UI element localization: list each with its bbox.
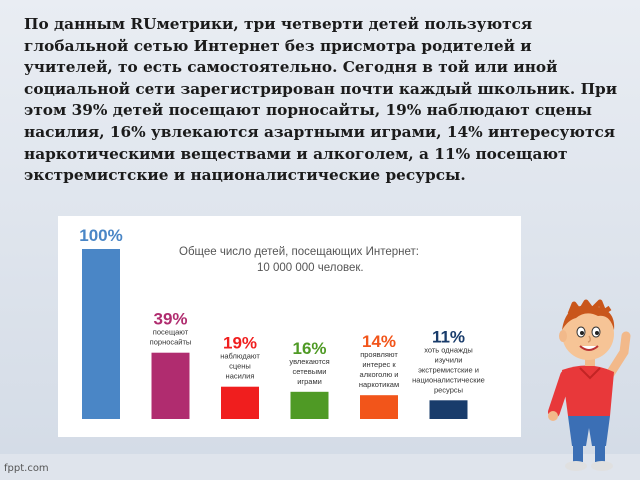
chart-title-line1: Общее число детей, посещающих Интернет: (179, 246, 419, 258)
bar-description-line: наблюдают (220, 352, 260, 361)
bar-description-line: сетевыми (293, 367, 327, 376)
bar-description-line: экстремистские и (418, 365, 479, 374)
bar-11pct (429, 400, 468, 419)
footer-bar (0, 454, 640, 480)
bar-value-label: 100% (79, 226, 122, 245)
bar-description-line: увлекаются (289, 357, 329, 366)
bar-description-line: ресурсы (434, 385, 463, 394)
bar-description-line: играми (297, 377, 322, 386)
chart-svg: Общее число детей, посещающих Интернет: … (79, 226, 485, 419)
bar-14pct (360, 395, 398, 419)
bar-description-line: сцены (229, 362, 251, 371)
bar-description-line: националистические (412, 375, 485, 384)
bar-value-label: 16% (292, 339, 326, 358)
bar-description-line: наркотикам (359, 380, 399, 389)
bar-description-line: насилия (226, 372, 255, 381)
boy-illustration (548, 299, 631, 471)
bar-value-label: 11% (432, 327, 465, 346)
footer-logo: fppt.com (4, 463, 49, 474)
bar-description-line: интерес к (362, 360, 396, 369)
bar-39pct (151, 352, 190, 419)
bar-description-line: проявляют (360, 350, 398, 359)
bar-16pct (290, 391, 329, 419)
bar-description-line: хоть однажды (424, 345, 473, 354)
intro-paragraph: По данным RUметрики, три четверти детей … (24, 15, 618, 185)
bar-19pct (221, 386, 259, 419)
bar-value-label: 19% (223, 334, 257, 353)
bar-value-label: 39% (153, 310, 187, 329)
bar-100pct (82, 249, 120, 419)
bar-chart: Общее число детей, посещающих Интернет: … (58, 216, 521, 437)
bar-value-label: 14% (362, 332, 396, 351)
chart-title-line2: 10 000 000 человек. (257, 262, 364, 274)
bar-description-line: порносайты (150, 338, 192, 347)
bar-description-line: изучили (435, 355, 463, 364)
bar-description-line: посещают (153, 328, 189, 337)
bar-description-line: алкоголю и (360, 370, 399, 379)
